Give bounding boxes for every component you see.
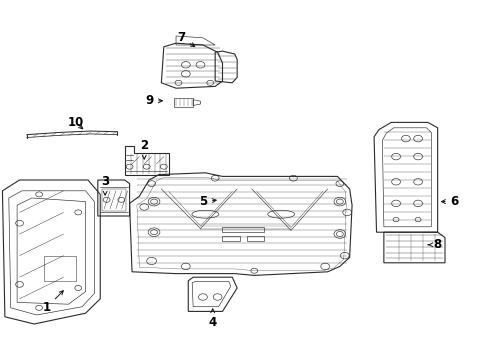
Text: 5: 5: [199, 195, 216, 208]
Text: 10: 10: [67, 116, 84, 129]
Text: 3: 3: [101, 175, 109, 195]
Text: 8: 8: [427, 238, 441, 251]
Text: 6: 6: [441, 195, 458, 208]
Text: 7: 7: [177, 31, 194, 46]
Text: 1: 1: [42, 291, 63, 314]
Text: 4: 4: [208, 309, 216, 329]
Text: 9: 9: [145, 94, 162, 107]
Text: 2: 2: [140, 139, 148, 159]
